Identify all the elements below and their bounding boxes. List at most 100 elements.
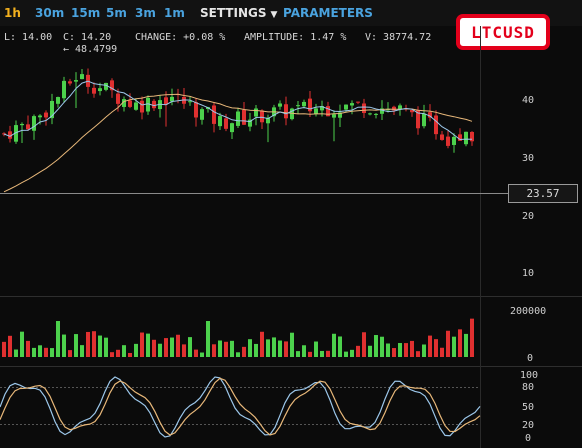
volume-bar — [350, 349, 354, 357]
volume-bar — [80, 345, 84, 357]
candle-body — [50, 100, 54, 119]
volume-bar — [416, 351, 420, 357]
candle-body — [356, 101, 360, 103]
volume-bar — [470, 318, 474, 357]
volume-bar — [146, 333, 150, 357]
candle-body — [236, 111, 240, 126]
candle-body — [428, 112, 432, 118]
candle-body — [20, 123, 24, 126]
volume-bar — [134, 343, 138, 357]
info-change: CHANGE: +0.08 % — [135, 32, 226, 43]
parameters-menu[interactable]: PARAMETERS — [283, 6, 373, 20]
candle-body — [152, 100, 156, 109]
candle-body — [62, 80, 66, 99]
volume-bar — [20, 331, 24, 357]
volume-bar — [338, 336, 342, 357]
osc-tick-0: 0 — [525, 433, 531, 444]
candle-body — [134, 102, 138, 110]
volume-bar — [242, 346, 246, 357]
candle-body — [14, 125, 18, 142]
candle-body — [188, 101, 192, 103]
volume-bar — [452, 336, 456, 357]
candle-body — [56, 97, 60, 104]
candle-body — [164, 97, 168, 105]
volume-bar — [170, 337, 174, 357]
candle-body — [254, 108, 258, 117]
candle-body — [434, 115, 438, 135]
candle-body — [146, 97, 150, 112]
timeframe-1m[interactable]: 1m — [164, 6, 185, 20]
settings-menu[interactable]: SETTINGS ▼ — [200, 6, 277, 20]
candle-body — [200, 109, 204, 120]
candle-body — [104, 82, 108, 90]
volume-bar — [302, 345, 306, 357]
timeframe-3m[interactable]: 3m — [135, 6, 156, 20]
volume-bar — [14, 349, 18, 357]
price-tick-20: 20 — [522, 211, 534, 222]
volume-bar — [230, 340, 234, 357]
volume-bar — [98, 335, 102, 357]
info-volume: V: 38774.72 — [365, 32, 432, 43]
volume-bar — [116, 349, 120, 357]
volume-bar — [290, 332, 294, 357]
candle-body — [224, 118, 228, 129]
candle-body — [80, 74, 84, 80]
volume-bar — [248, 339, 252, 357]
candle-body — [458, 134, 462, 141]
candle-body — [344, 104, 348, 110]
volume-bar — [434, 339, 438, 357]
candle-body — [302, 101, 306, 107]
ma-fast-line — [3, 80, 473, 141]
volume-bar — [224, 341, 228, 357]
timeframe-15m[interactable]: 15m — [71, 6, 101, 20]
candle-body — [308, 98, 312, 112]
volume-bar — [56, 321, 60, 357]
volume-bar — [236, 352, 240, 357]
timeframe-5m[interactable]: 5m — [106, 6, 127, 20]
volume-bar — [410, 340, 414, 357]
timeframe-1h[interactable]: 1h — [4, 6, 21, 20]
volume-bar — [188, 337, 192, 357]
candle-body — [38, 115, 42, 118]
volume-bar — [284, 341, 288, 357]
symbol-badge: LTCUSD — [456, 14, 550, 50]
volume-bar — [362, 332, 366, 357]
volume-bar — [368, 345, 372, 357]
candle-body — [326, 106, 330, 117]
volume-bar — [110, 352, 114, 357]
volume-bar — [68, 350, 72, 357]
volume-bar — [446, 330, 450, 357]
volume-bar — [428, 335, 432, 357]
candle-body — [122, 99, 126, 107]
volume-bar — [374, 335, 378, 357]
volume-bar — [314, 341, 318, 357]
candle-body — [8, 131, 12, 139]
candle-body — [332, 114, 336, 118]
price-tick-10: 10 — [522, 268, 534, 279]
volume-bar — [194, 349, 198, 357]
volume-bar — [122, 345, 126, 357]
volume-bar — [260, 331, 264, 357]
candle-body — [98, 88, 102, 92]
volume-bar — [380, 336, 384, 357]
ma-slow-line — [3, 93, 473, 193]
volume-bar — [398, 343, 402, 357]
volume-bar — [332, 333, 336, 357]
candle-body — [314, 108, 318, 114]
volume-bar — [458, 329, 462, 357]
volume-bar — [200, 352, 204, 357]
volume-bar — [104, 337, 108, 357]
toolbar: 1h 30m 15m 5m 3m 1m SETTINGS ▼ PARAMETERS — [0, 0, 582, 26]
candle-body — [260, 110, 264, 123]
volume-bar — [182, 344, 186, 357]
volume-tick-200000: 200000 — [510, 306, 546, 317]
volume-bar — [212, 344, 216, 357]
candle-body — [410, 109, 414, 113]
caret-down-icon: ▼ — [270, 10, 278, 20]
info-close: C: 14.20 — [63, 32, 112, 43]
timeframe-30m[interactable]: 30m — [35, 6, 65, 20]
candle-body — [26, 124, 30, 130]
candle-body — [266, 117, 270, 124]
volume-bar — [62, 334, 66, 357]
